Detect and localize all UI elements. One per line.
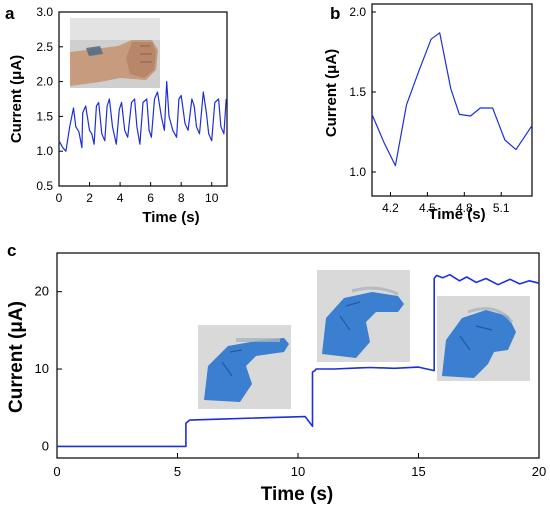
chart-c-plot: 0 5 10 15 20 0 10 20 — [35, 252, 546, 479]
chart-a-ytick-label: 3.0 — [36, 5, 53, 19]
chart-a-ytick-label: 1.0 — [36, 144, 53, 158]
chart-a-series-line — [58, 81, 227, 152]
chart-a-ytick-label: 2.0 — [36, 75, 53, 89]
chart-c-xtick-label: 15 — [411, 464, 425, 479]
chart-b-ytick-label: 1.5 — [349, 85, 366, 99]
chart-c-xtick-label: 0 — [53, 464, 60, 479]
finger-fully-bent-photo — [437, 296, 530, 381]
chart-a-xtick-label: 6 — [147, 191, 154, 205]
chart-b-xtick-label: 4.2 — [382, 201, 399, 215]
chart-b-ylabel: Current (μA) — [323, 49, 340, 137]
chart-b-plot: 4.2 4.5 4.8 5.1 1.0 1.5 2.0 — [349, 3, 533, 215]
chart-a-xtick-label: 10 — [205, 191, 219, 205]
chart-a-xtick-label: 8 — [178, 191, 185, 205]
chart-b-series-line — [371, 32, 533, 167]
chart-c-xtick-label: 20 — [532, 464, 546, 479]
chart-b-xlabel: Time (s) — [428, 206, 485, 223]
chart-c-ytick-label: 10 — [35, 361, 49, 376]
finger-slightly-bent-photo — [198, 325, 291, 409]
chart-a-ytick-label: 2.5 — [36, 40, 53, 54]
chart-c-ytick-label: 0 — [42, 438, 49, 453]
chart-c-xtick-label: 5 — [174, 464, 181, 479]
chart-b-ytick-label: 1.0 — [349, 165, 366, 179]
chart-b-xtick-label: 4.5 — [419, 201, 436, 215]
chart-c-xtick-label: 10 — [291, 464, 305, 479]
panel-b-letter: b — [330, 4, 340, 23]
chart-b-ytick-label: 2.0 — [349, 5, 366, 19]
chart-a-ylabel: Current (μA) — [8, 55, 25, 143]
panel-c-letter: c — [7, 241, 16, 260]
panel-a: a 0 2 4 6 8 10 0.5 1.0 1.5 2.0 2.5 3.0 Current (μA)… — [5, 4, 228, 226]
chart-b-xtick-label: 4.8 — [456, 201, 473, 215]
chart-a-xtick-label: 4 — [117, 191, 124, 205]
chart-c-series-line — [57, 273, 540, 448]
chart-a-plot: 0 2 4 6 8 10 0.5 1.0 1.5 2.0 2.5 3.0 — [36, 5, 228, 205]
chart-c-ylabel: Current (μA) — [6, 301, 27, 413]
panel-b: b 4.2 4.5 4.8 5.1 1.0 1.5 2.0 Current (μA) Tim… — [323, 3, 533, 223]
chart-c-xlabel: Time (s) — [261, 484, 334, 505]
wrist-sensor-photo — [70, 18, 160, 88]
chart-a-frame — [58, 11, 228, 187]
chart-c-ytick-label: 20 — [35, 284, 49, 299]
chart-a-ytick-label: 1.5 — [36, 109, 53, 123]
panel-a-letter: a — [5, 4, 15, 23]
chart-a-xlabel: Time (s) — [142, 209, 199, 226]
finger-half-bent-photo — [317, 270, 410, 362]
chart-b-frame — [371, 3, 533, 197]
chart-a-xtick-label: 2 — [86, 191, 93, 205]
chart-a-ytick-label: 0.5 — [36, 179, 53, 193]
chart-b-xtick-label: 5.1 — [493, 201, 510, 215]
panel-c: c 0 5 10 15 20 0 10 20 Current (μA) Time (s) — [6, 241, 546, 505]
chart-a-xtick-label: 0 — [56, 191, 63, 205]
